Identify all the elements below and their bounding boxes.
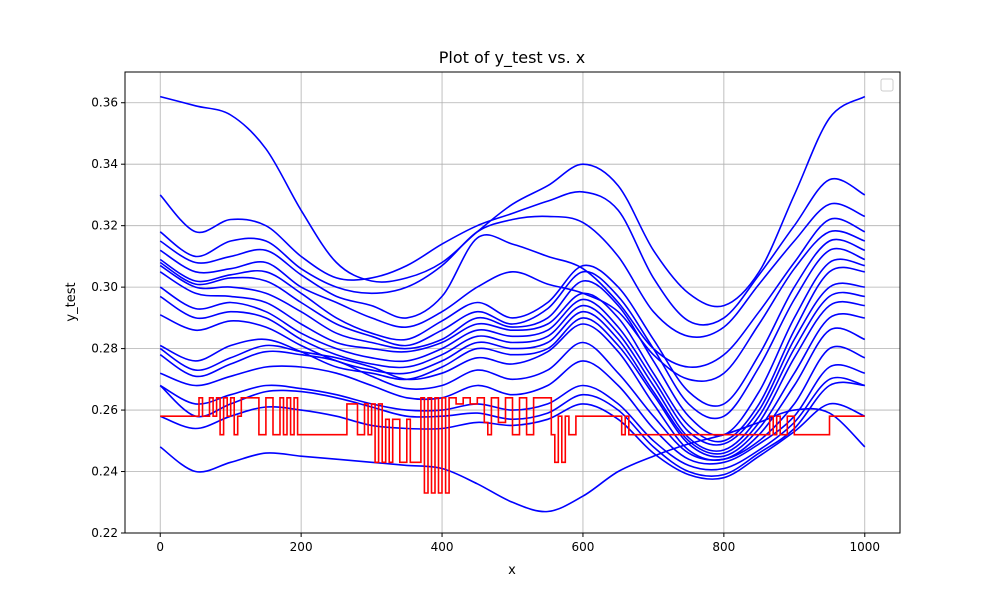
blue-series-line-9 xyxy=(159,266,865,443)
blue-series-line-7 xyxy=(159,247,866,420)
blue-series-line-11 xyxy=(159,291,865,452)
red-series-line xyxy=(160,397,865,494)
legend-box xyxy=(880,78,894,92)
x-tick-label: 400 xyxy=(431,540,454,554)
x-axis-label: x xyxy=(508,563,516,578)
grid xyxy=(125,72,900,534)
blue-series-line-10 xyxy=(159,282,865,446)
x-tick-label: 600 xyxy=(572,540,595,554)
plot-frame xyxy=(124,71,901,534)
blue-series-line-3 xyxy=(159,202,866,338)
y-tick-label: 0.26 xyxy=(91,403,118,417)
blue-series-line-14 xyxy=(159,323,866,461)
x-tick-label: 200 xyxy=(290,540,313,554)
y-tick-label: 0.30 xyxy=(91,280,118,294)
blue-series-line-15 xyxy=(159,341,866,461)
blue-series-line-8 xyxy=(159,258,865,437)
y-tick-label: 0.24 xyxy=(91,465,118,479)
y-tick-label: 0.32 xyxy=(91,219,118,233)
x-tick-label: 800 xyxy=(712,540,735,554)
x-tick-label: 1000 xyxy=(849,540,880,554)
y-tick-label: 0.34 xyxy=(91,157,118,171)
y-axis-label: y_test xyxy=(64,282,79,321)
blue-series-line-12 xyxy=(159,300,865,455)
blue-series-line-13 xyxy=(159,313,865,458)
blue-series-line-20 xyxy=(159,407,866,513)
chart-title: Plot of y_test vs. x xyxy=(439,48,585,68)
y-tick-label: 0.36 xyxy=(91,96,118,110)
y-tick-label: 0.22 xyxy=(91,526,118,540)
blue-series-line-16 xyxy=(159,360,866,465)
series-layer xyxy=(159,95,866,513)
blue-series-line-6 xyxy=(159,238,866,407)
y-tick-label: 0.28 xyxy=(91,342,118,356)
ticks: 0 200 400 600 800 1000 0.22 0.24 0.26 0.28 0.30 0.3… xyxy=(91,96,880,554)
blue-series-line-2 xyxy=(159,177,866,326)
blue-series-line-4 xyxy=(159,217,866,368)
blue-series-line-5 xyxy=(159,230,866,382)
x-tick-label: 0 xyxy=(156,540,164,554)
blue-series-line-1 xyxy=(160,95,866,308)
